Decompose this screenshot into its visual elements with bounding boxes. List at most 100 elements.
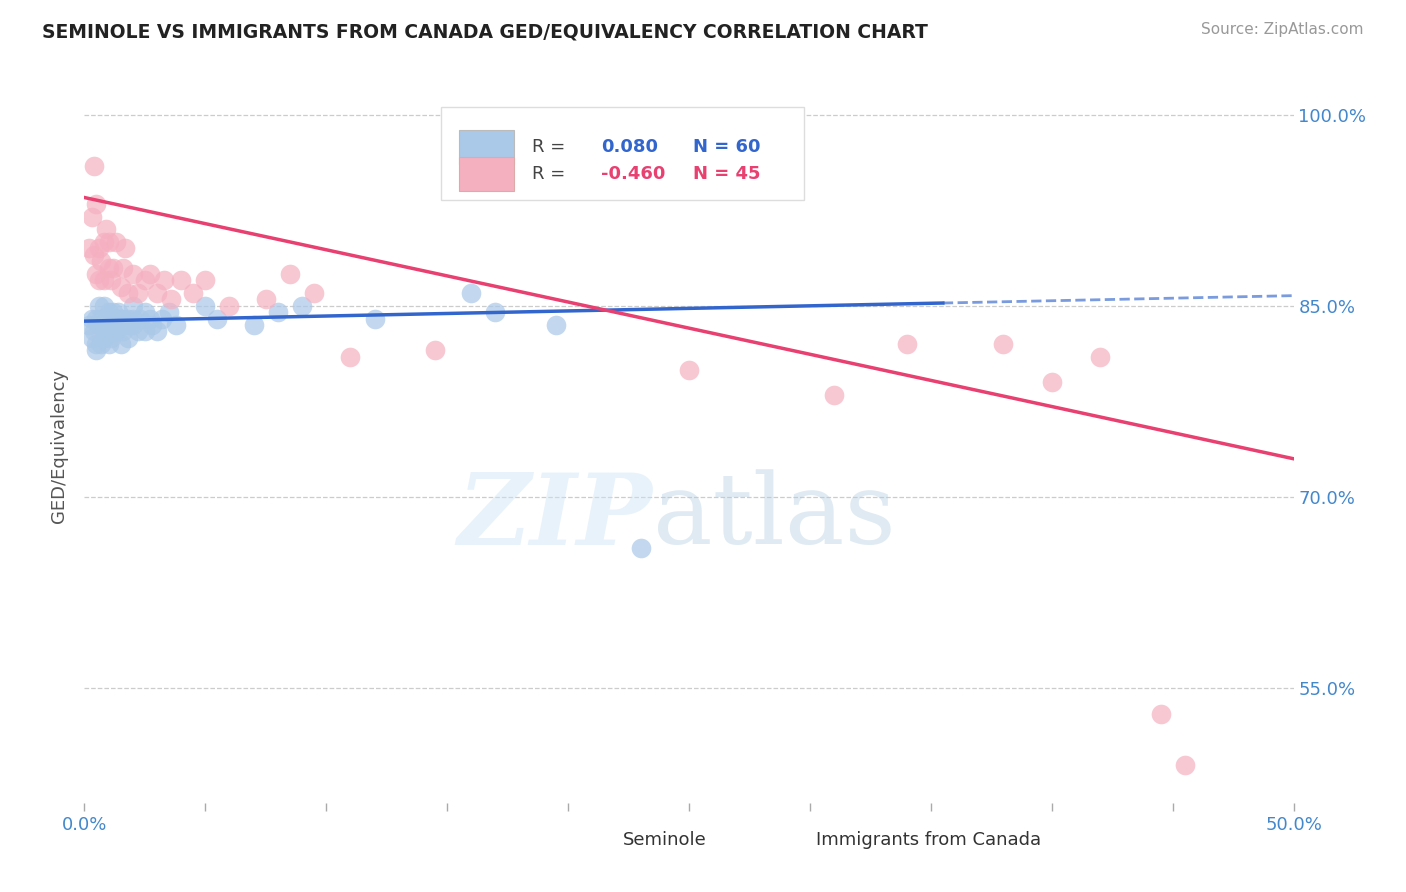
Point	[484, 305, 506, 319]
Point	[104, 324, 127, 338]
Point	[87, 273, 110, 287]
Point	[104, 235, 127, 249]
Point	[80, 311, 103, 326]
Point	[93, 331, 115, 345]
Point	[103, 305, 125, 319]
Point	[117, 331, 139, 345]
Point	[86, 343, 108, 358]
Point	[207, 311, 229, 326]
Point	[127, 324, 149, 338]
Point	[97, 260, 120, 275]
Point	[90, 311, 112, 326]
Point	[97, 318, 120, 332]
Point	[121, 267, 143, 281]
Point	[363, 311, 385, 326]
Point	[150, 311, 173, 326]
Point	[134, 273, 156, 287]
Point	[100, 311, 122, 326]
Point	[93, 235, 115, 249]
Point	[127, 286, 149, 301]
Bar	[762, 828, 797, 853]
Point	[112, 324, 135, 338]
Bar	[460, 157, 513, 191]
Point	[1174, 757, 1197, 772]
Point	[93, 299, 115, 313]
Text: N = 45: N = 45	[693, 165, 761, 183]
Point	[114, 318, 136, 332]
Point	[77, 242, 100, 256]
Point	[80, 210, 103, 224]
Point	[93, 273, 115, 287]
Text: ZIP: ZIP	[458, 469, 652, 566]
Point	[103, 318, 125, 332]
Point	[630, 541, 652, 555]
Point	[993, 337, 1015, 351]
Point	[146, 286, 169, 301]
Text: SEMINOLE VS IMMIGRANTS FROM CANADA GED/EQUIVALENCY CORRELATION CHART: SEMINOLE VS IMMIGRANTS FROM CANADA GED/E…	[42, 22, 928, 41]
Point	[86, 311, 108, 326]
Text: Immigrants from Canada: Immigrants from Canada	[815, 831, 1040, 849]
Point	[117, 286, 139, 301]
Point	[120, 318, 142, 332]
Point	[110, 279, 132, 293]
Point	[218, 299, 240, 313]
Point	[87, 299, 110, 313]
Point	[302, 286, 325, 301]
Point	[86, 267, 108, 281]
Point	[254, 293, 277, 307]
Point	[94, 318, 117, 332]
Point	[423, 343, 446, 358]
Point	[112, 311, 135, 326]
Point	[94, 311, 117, 326]
Point	[100, 273, 122, 287]
Point	[100, 324, 122, 338]
Point	[77, 318, 100, 332]
Point	[114, 242, 136, 256]
Point	[544, 318, 567, 332]
Point	[129, 311, 152, 326]
Point	[896, 337, 918, 351]
Point	[138, 311, 160, 326]
Point	[339, 350, 361, 364]
Point	[165, 318, 187, 332]
Point	[87, 318, 110, 332]
Point	[678, 362, 700, 376]
Point	[97, 235, 120, 249]
Point	[134, 324, 156, 338]
Point	[121, 299, 143, 313]
Point	[823, 388, 845, 402]
Point	[278, 267, 301, 281]
Point	[110, 337, 132, 351]
Point	[160, 293, 183, 307]
Point	[90, 337, 112, 351]
Point	[267, 305, 290, 319]
Point	[1149, 706, 1171, 721]
Point	[97, 305, 120, 319]
Point	[242, 318, 264, 332]
Point	[112, 260, 135, 275]
Point	[87, 242, 110, 256]
Text: atlas: atlas	[652, 469, 896, 566]
Text: N = 60: N = 60	[693, 138, 761, 156]
Text: 0.080: 0.080	[600, 138, 658, 156]
Point	[194, 273, 217, 287]
Text: Seminole: Seminole	[623, 831, 706, 849]
Point	[170, 273, 193, 287]
Point	[90, 254, 112, 268]
Point	[460, 286, 482, 301]
Point	[93, 318, 115, 332]
Point	[134, 305, 156, 319]
Point	[110, 311, 132, 326]
Point	[107, 318, 129, 332]
Point	[181, 286, 204, 301]
Point	[194, 299, 217, 313]
Y-axis label: GED/Equivalency: GED/Equivalency	[51, 369, 69, 523]
Point	[83, 159, 105, 173]
Text: R =: R =	[531, 138, 571, 156]
Point	[100, 331, 122, 345]
Bar	[568, 828, 605, 853]
Point	[153, 273, 176, 287]
Point	[107, 305, 129, 319]
Point	[121, 318, 143, 332]
Point	[291, 299, 314, 313]
